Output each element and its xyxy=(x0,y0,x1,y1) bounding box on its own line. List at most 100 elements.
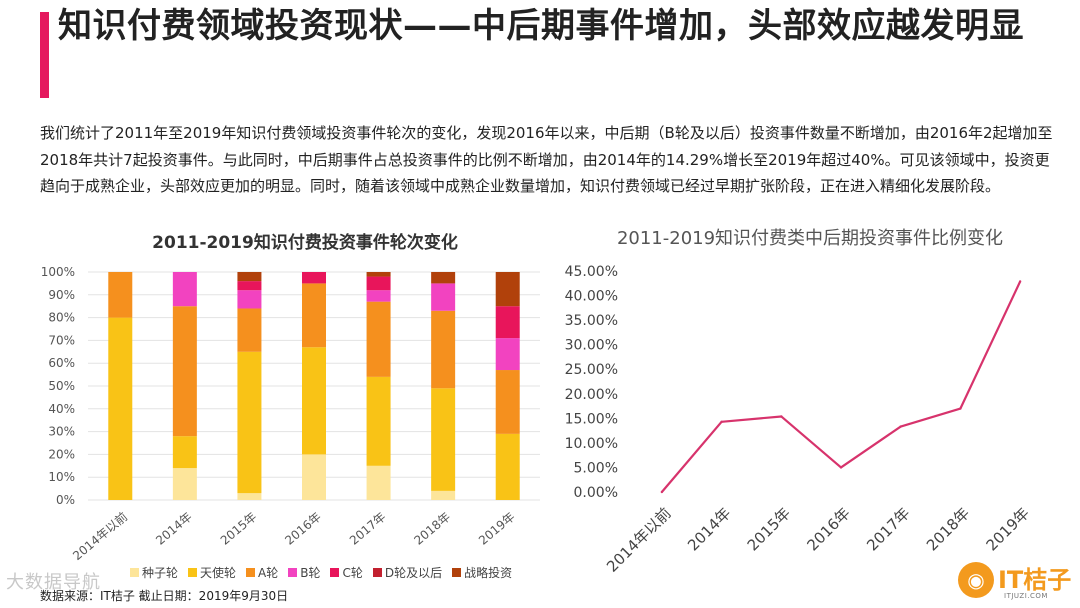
bar-chart-legend: 种子轮 天使轮 A轮 B轮 C轮 D轮及以后 战略投资 xyxy=(130,564,560,581)
bar-segment xyxy=(495,370,520,434)
y-tick-label: 10% xyxy=(48,470,75,484)
bar-segment xyxy=(172,436,197,469)
y-tick-label: 10.00% xyxy=(565,436,618,452)
y-tick-label: 50% xyxy=(48,379,75,393)
data-point xyxy=(1018,280,1022,283)
bar-segment xyxy=(302,283,326,348)
legend-swatch xyxy=(372,568,382,577)
legend-item: C轮 xyxy=(330,564,363,581)
watermark: 大数据导航 xyxy=(6,572,101,593)
x-tick-label: 2014年以前 xyxy=(603,504,675,576)
bar-segment xyxy=(237,351,262,494)
bar-segment xyxy=(366,301,391,377)
bar-segment xyxy=(302,347,326,455)
legend-label: B轮 xyxy=(300,566,321,580)
bar-segment xyxy=(237,290,262,309)
bar-segment xyxy=(495,433,520,500)
y-tick-label: 35.00% xyxy=(565,313,618,329)
y-tick-label: 0.00% xyxy=(574,485,618,501)
legend-swatch xyxy=(246,568,256,577)
data-point xyxy=(899,425,902,428)
bar-segment xyxy=(172,468,197,500)
legend-swatch xyxy=(130,568,139,577)
y-tick-label: 5.00% xyxy=(574,460,618,476)
legend-label: D轮及以后 xyxy=(384,566,443,580)
legend-label: A轮 xyxy=(258,566,279,580)
y-tick-label: 20% xyxy=(48,447,75,461)
legend-swatch xyxy=(330,568,340,577)
bar-segment xyxy=(366,465,391,500)
legend-label: 战略投资 xyxy=(464,566,513,580)
itjuzi-logo: ◉ IT桔子 ITJUZI.COM xyxy=(958,560,1076,606)
line-chart-title: 2011-2019知识付费类中后期投资事件比例变化 xyxy=(616,228,1004,249)
y-tick-label: 25.00% xyxy=(565,362,618,378)
legend-label: 种子轮 xyxy=(142,566,179,580)
x-tick-label: 2014年 xyxy=(684,504,734,554)
bar-segment xyxy=(431,310,456,389)
bar-segment xyxy=(237,281,262,291)
bar-segment xyxy=(431,490,456,500)
x-tick-label: 2019年 xyxy=(983,504,1033,554)
bar-segment xyxy=(431,283,456,311)
bar-segment xyxy=(366,276,391,291)
bar-segment xyxy=(366,272,391,277)
stacked-bar-chart: 0%10%20%30%40%50%60%70%80%90%100%2014年以前… xyxy=(41,265,540,563)
page-title: 知识付费领域投资现状——中后期事件增加，头部效应越发明显 xyxy=(58,6,1024,46)
logo-name: IT桔子 xyxy=(998,566,1072,594)
y-tick-label: 30% xyxy=(48,425,75,439)
legend-item: 天使轮 xyxy=(188,564,236,581)
data-point xyxy=(780,415,783,418)
legend-swatch xyxy=(452,568,462,577)
bar-segment xyxy=(366,376,391,466)
bar-segment xyxy=(172,272,197,307)
bar-segment xyxy=(366,290,391,302)
series-line xyxy=(661,281,1022,493)
data-point xyxy=(959,407,962,410)
bar-segment xyxy=(108,272,133,318)
legend-item: B轮 xyxy=(288,564,320,581)
bar-segment xyxy=(108,317,133,500)
y-tick-label: 90% xyxy=(48,288,75,302)
legend-item: A轮 xyxy=(246,564,278,581)
legend-label: C轮 xyxy=(342,566,363,580)
y-tick-label: 15.00% xyxy=(565,411,618,427)
x-tick-label: 2018年 xyxy=(923,504,973,554)
bar-segment xyxy=(431,272,456,284)
legend-label: 天使轮 xyxy=(200,566,237,580)
legend-item: 种子轮 xyxy=(130,564,178,581)
bar-segment xyxy=(495,272,520,307)
y-tick-label: 40% xyxy=(48,402,75,416)
y-tick-label: 40.00% xyxy=(565,289,618,305)
x-tick-label: 2017年 xyxy=(863,504,913,554)
y-tick-label: 30.00% xyxy=(565,338,618,354)
title-accent-bar xyxy=(40,12,49,98)
y-tick-label: 70% xyxy=(48,333,75,347)
data-point xyxy=(660,490,664,494)
bar-segment xyxy=(495,306,520,339)
y-tick-label: 0% xyxy=(56,493,75,507)
bar-segment xyxy=(172,306,197,437)
y-tick-label: 60% xyxy=(48,356,75,370)
description-paragraph: 我们统计了2011年至2019年知识付费领域投资事件轮次的变化，发现2016年以… xyxy=(40,124,1053,195)
bar-segment xyxy=(431,388,456,491)
orange-logo-icon: ◉ xyxy=(958,562,994,598)
bar-segment xyxy=(237,308,262,352)
bar-segment xyxy=(495,338,520,371)
data-point xyxy=(839,466,843,469)
legend-item: 战略投资 xyxy=(452,564,512,581)
x-tick-label: 2015年 xyxy=(744,504,794,554)
y-tick-label: 100% xyxy=(41,265,75,279)
y-tick-label: 20.00% xyxy=(565,387,618,403)
bar-segment xyxy=(237,272,262,282)
data-source-note: 数据来源：IT桔子 截止日期：2019年9月30日 xyxy=(40,589,289,603)
bar-segment xyxy=(302,454,326,500)
legend-swatch xyxy=(188,568,198,577)
y-tick-label: 80% xyxy=(48,311,75,325)
legend-swatch xyxy=(288,568,298,577)
legend-item: D轮及以后 xyxy=(372,564,443,581)
data-point xyxy=(720,420,723,424)
bar-segment xyxy=(302,272,326,284)
y-tick-label: 45.00% xyxy=(565,264,618,280)
bar-segment xyxy=(237,493,262,500)
